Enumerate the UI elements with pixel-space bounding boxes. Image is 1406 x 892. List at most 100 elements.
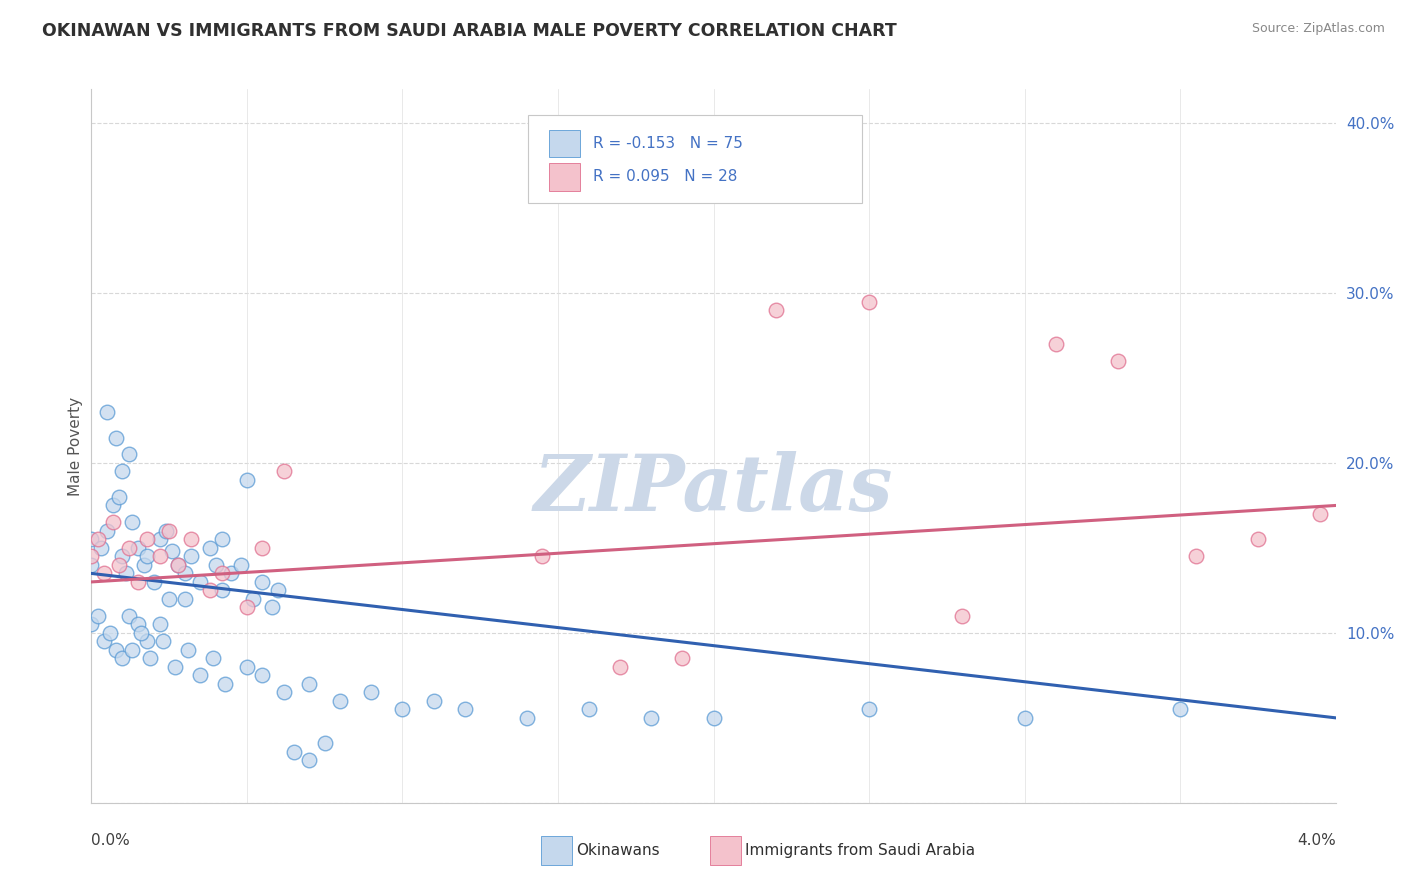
Point (211, 566, 233, 581)
Point (314, 736, 336, 750)
Text: 0.0%: 0.0% (91, 833, 131, 848)
Point (173, 566, 195, 581)
Point (198, 541, 221, 555)
Point (111, 549, 134, 564)
Point (93, 634, 115, 648)
Point (252, 541, 274, 555)
Point (1184, 549, 1206, 564)
Point (298, 677, 321, 691)
Y-axis label: Male Poverty: Male Poverty (67, 396, 83, 496)
Point (531, 549, 554, 564)
Point (136, 634, 159, 648)
Point (149, 617, 172, 632)
Point (105, 430, 128, 444)
Point (702, 711, 725, 725)
Point (221, 566, 243, 581)
Point (114, 566, 136, 581)
Point (111, 651, 134, 665)
Point (1107, 354, 1129, 368)
Point (236, 473, 259, 487)
Point (671, 651, 693, 665)
Text: Immigrants from Saudi Arabia: Immigrants from Saudi Arabia (745, 844, 976, 858)
Point (149, 549, 172, 564)
Point (173, 591, 195, 606)
Point (157, 591, 180, 606)
Point (118, 608, 141, 623)
Point (93, 566, 115, 581)
FancyBboxPatch shape (550, 130, 581, 157)
Point (1014, 711, 1036, 725)
Point (127, 541, 149, 555)
Point (136, 549, 159, 564)
Point (80, 617, 103, 632)
Text: R = 0.095   N = 28: R = 0.095 N = 28 (593, 169, 737, 185)
Text: 4.0%: 4.0% (1296, 833, 1336, 848)
Point (329, 694, 352, 708)
Point (298, 753, 321, 767)
Point (80, 558, 103, 572)
Point (108, 490, 131, 504)
Point (236, 600, 259, 615)
Point (142, 574, 165, 589)
Point (267, 583, 290, 598)
Point (108, 558, 131, 572)
Point (127, 574, 149, 589)
Point (134, 558, 156, 572)
Point (516, 711, 538, 725)
Point (252, 574, 274, 589)
Point (283, 745, 305, 759)
Point (136, 533, 159, 547)
Point (90, 541, 112, 555)
Point (188, 574, 211, 589)
Point (165, 660, 187, 674)
Point (127, 617, 149, 632)
Point (858, 294, 880, 309)
Point (211, 583, 233, 598)
Point (149, 533, 172, 547)
Point (86, 608, 108, 623)
Point (391, 702, 413, 716)
Point (260, 600, 283, 615)
Point (1168, 702, 1191, 716)
Point (177, 643, 200, 657)
Point (167, 558, 190, 572)
Point (129, 626, 152, 640)
FancyBboxPatch shape (529, 115, 862, 202)
Point (765, 303, 787, 318)
Point (162, 544, 184, 558)
Point (111, 465, 134, 479)
Point (98, 626, 121, 640)
Point (236, 660, 259, 674)
Point (1309, 507, 1331, 521)
Point (201, 651, 224, 665)
Point (101, 499, 124, 513)
Point (80, 549, 103, 564)
Point (273, 685, 295, 699)
Point (214, 677, 236, 691)
Point (273, 465, 295, 479)
Point (180, 533, 202, 547)
Text: R = -0.153   N = 75: R = -0.153 N = 75 (593, 136, 742, 151)
Point (640, 711, 662, 725)
Point (252, 668, 274, 682)
Point (101, 516, 124, 530)
Point (167, 558, 190, 572)
FancyBboxPatch shape (550, 163, 581, 191)
Point (198, 583, 221, 598)
Point (422, 694, 444, 708)
Point (242, 591, 264, 606)
Text: OKINAWAN VS IMMIGRANTS FROM SAUDI ARABIA MALE POVERTY CORRELATION CHART: OKINAWAN VS IMMIGRANTS FROM SAUDI ARABIA… (42, 22, 897, 40)
Point (86, 533, 108, 547)
Text: Source: ZipAtlas.com: Source: ZipAtlas.com (1251, 22, 1385, 36)
Point (80, 533, 103, 547)
Point (121, 516, 143, 530)
Point (360, 685, 382, 699)
Text: Okinawans: Okinawans (576, 844, 659, 858)
Point (118, 541, 141, 555)
Point (229, 558, 252, 572)
Text: ZIPatlas: ZIPatlas (534, 450, 893, 527)
Point (188, 668, 211, 682)
Point (205, 558, 228, 572)
Point (105, 643, 128, 657)
Point (152, 634, 174, 648)
